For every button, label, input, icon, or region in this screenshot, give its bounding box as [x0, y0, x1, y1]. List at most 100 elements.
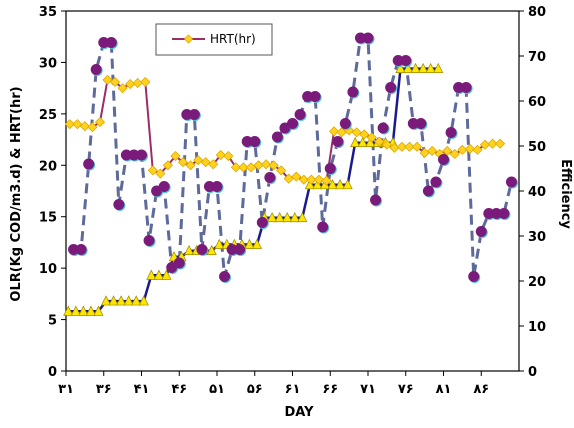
olr-point [365, 136, 376, 148]
efficiency-point [415, 118, 427, 129]
axes: 0 5 10 15 20 25 30 35 0 10 20 30 40 50 60 70 80 ۳۱ ۳۶ ۴۱ ۴۶ ۵… [39, 5, 546, 397]
olr-point [274, 211, 285, 223]
hrt-point [125, 78, 136, 90]
hrt-point [185, 160, 196, 171]
efficiency-point [317, 221, 329, 233]
hrt-point [268, 160, 279, 171]
olr-point [251, 238, 263, 249]
olr-point [402, 62, 414, 73]
olr-line [68, 67, 439, 313]
efficiency-point [460, 82, 472, 93]
y-right-tick-label: 40 [528, 185, 546, 200]
hrt-point [419, 147, 430, 159]
efficiency-point [75, 244, 87, 255]
hrt-point [276, 165, 287, 176]
efficiency-point [188, 109, 200, 120]
hrt-point [404, 141, 415, 152]
olr-point [282, 211, 293, 223]
hrt-point [442, 145, 453, 156]
hrt-point [72, 119, 83, 130]
efficiency-point [385, 82, 397, 93]
efficiency-point [90, 64, 102, 75]
efficiency-point [83, 158, 95, 170]
olr-point [395, 62, 406, 73]
efficiency-point [98, 37, 110, 48]
x-tick-label: ۳۶ [96, 382, 112, 397]
y-left-tick-label: 15 [39, 211, 57, 226]
efficiency-point [483, 208, 495, 219]
hrt-point [162, 160, 173, 171]
efficiency-point [422, 185, 434, 197]
efficiency-point [309, 91, 321, 102]
y-left-tick-label: 0 [48, 365, 57, 380]
hrt-point [359, 129, 370, 140]
y-right-tick-label: 20 [528, 275, 546, 290]
hrt-point [283, 173, 294, 184]
x-tick-label: ۴۶ [171, 382, 187, 397]
efficiency-point [143, 235, 155, 246]
x-tick-label: ۴۱ [134, 382, 150, 397]
hrt-point [261, 159, 272, 170]
hrt-point [170, 150, 181, 162]
olr-point [418, 62, 429, 73]
hrt-point [487, 138, 498, 149]
hrt-point [306, 174, 317, 185]
efficiency-point [498, 208, 510, 219]
hrt-point [117, 83, 128, 94]
hrt-point [313, 174, 324, 185]
efficiency-point [354, 32, 366, 44]
hrt-point [457, 144, 468, 155]
olr-point [433, 62, 444, 73]
hrt-point [215, 149, 226, 161]
y-right-tick-label: 30 [528, 230, 546, 245]
x-axis-title: DAY [284, 405, 314, 420]
efficiency-point [430, 176, 442, 188]
olr-point [108, 295, 119, 306]
efficiency-point [445, 127, 457, 138]
olr-point [289, 211, 300, 223]
efficiency-point [173, 257, 185, 269]
hrt-point [351, 127, 362, 138]
hrt-point [366, 132, 377, 143]
efficiency-point [181, 109, 193, 120]
x-tick-label: ۸۶ [473, 382, 489, 397]
efficiency-point [203, 181, 215, 192]
efficiency-point [370, 194, 382, 206]
hrt-point [110, 76, 121, 88]
y-right-tick-label: 0 [528, 365, 537, 380]
olr-point [304, 179, 315, 190]
hrt-point [298, 174, 309, 185]
hrt-point [336, 127, 347, 138]
hrt-point [87, 122, 98, 133]
y-right-tick-label: 80 [528, 5, 546, 20]
x-tick-label: ۷۶ [398, 382, 414, 397]
olr-point [342, 179, 353, 190]
olr-point [138, 295, 149, 306]
hrt-point [328, 126, 340, 137]
hrt-point [245, 162, 257, 173]
hrt-point [155, 168, 166, 179]
efficiency-point [392, 55, 404, 66]
efficiency-point [271, 131, 283, 143]
efficiency-point [128, 149, 140, 161]
hrt-point [449, 148, 460, 160]
legend-box [155, 23, 273, 56]
y-axis-right-title: Efficiency [558, 159, 573, 229]
hrt-point [472, 144, 483, 155]
olr-point [70, 305, 81, 316]
hrt-point [200, 157, 211, 168]
efficiency-point [113, 199, 125, 210]
olr-point [334, 179, 346, 190]
hrt-point [193, 155, 204, 166]
legend-marker [183, 34, 194, 44]
olr-point [131, 295, 142, 306]
olr-point [85, 305, 96, 316]
efficiency-point [324, 163, 336, 174]
x-tick-label: ۷۱ [360, 382, 376, 397]
olr-point [161, 269, 172, 280]
efficiency-point [256, 217, 268, 228]
olr-point [357, 136, 368, 148]
hrt-point [381, 139, 392, 150]
olr-point [123, 295, 134, 306]
